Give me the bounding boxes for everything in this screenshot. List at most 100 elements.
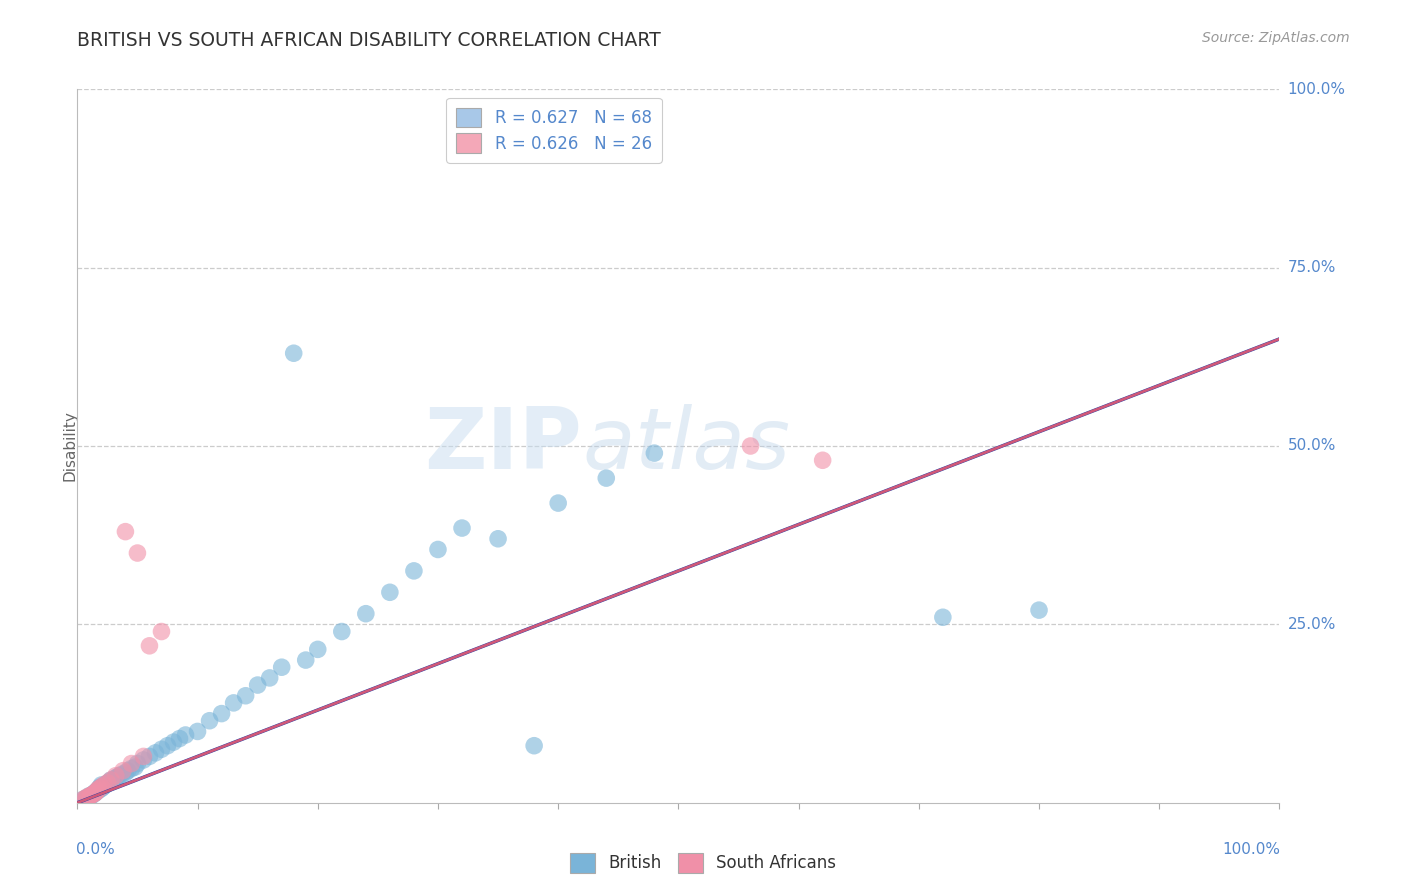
Point bbox=[80, 788, 103, 802]
Point bbox=[84, 785, 107, 799]
Point bbox=[76, 790, 98, 805]
Point bbox=[84, 786, 107, 800]
Point bbox=[87, 781, 110, 796]
Point bbox=[330, 624, 353, 639]
Point bbox=[138, 749, 160, 764]
Point bbox=[932, 610, 955, 624]
Point bbox=[150, 624, 173, 639]
Point bbox=[235, 689, 257, 703]
Point bbox=[100, 772, 122, 787]
Point bbox=[378, 585, 401, 599]
Point bbox=[86, 784, 108, 798]
Point bbox=[84, 786, 107, 800]
Point bbox=[811, 453, 834, 467]
Text: atlas: atlas bbox=[582, 404, 790, 488]
Point bbox=[150, 742, 173, 756]
Point bbox=[105, 770, 128, 784]
Point bbox=[127, 756, 149, 771]
Point bbox=[451, 521, 474, 535]
Point bbox=[87, 783, 110, 797]
Point bbox=[104, 769, 127, 783]
Legend: R = 0.627   N = 68, R = 0.626   N = 26: R = 0.627 N = 68, R = 0.626 N = 26 bbox=[446, 97, 662, 162]
Point bbox=[76, 790, 98, 805]
Point bbox=[740, 439, 762, 453]
Legend: British, South Africans: British, South Africans bbox=[562, 847, 844, 880]
Point bbox=[90, 781, 112, 796]
Point bbox=[162, 735, 184, 749]
Point bbox=[100, 772, 122, 787]
Point bbox=[127, 546, 149, 560]
Point bbox=[93, 778, 115, 792]
Point bbox=[79, 790, 101, 805]
Point bbox=[114, 524, 136, 539]
Point bbox=[94, 778, 117, 792]
Point bbox=[246, 678, 269, 692]
Text: BRITISH VS SOUTH AFRICAN DISABILITY CORRELATION CHART: BRITISH VS SOUTH AFRICAN DISABILITY CORR… bbox=[77, 31, 661, 50]
Point bbox=[1028, 603, 1050, 617]
Point bbox=[270, 660, 292, 674]
Point bbox=[108, 769, 131, 783]
Point bbox=[259, 671, 281, 685]
Point bbox=[87, 783, 110, 797]
Point bbox=[79, 789, 101, 803]
Point bbox=[174, 728, 197, 742]
Point bbox=[93, 780, 115, 794]
Point bbox=[86, 784, 108, 798]
Point bbox=[72, 792, 94, 806]
Point bbox=[104, 771, 127, 785]
Point bbox=[643, 446, 665, 460]
Point bbox=[96, 776, 118, 790]
Point bbox=[103, 772, 125, 787]
Point bbox=[486, 532, 509, 546]
Point bbox=[222, 696, 245, 710]
Text: 50.0%: 50.0% bbox=[1288, 439, 1336, 453]
Point bbox=[156, 739, 179, 753]
Point bbox=[75, 791, 97, 805]
Point bbox=[96, 776, 118, 790]
Text: 75.0%: 75.0% bbox=[1288, 260, 1336, 275]
Text: 100.0%: 100.0% bbox=[1223, 842, 1281, 857]
Point bbox=[97, 776, 120, 790]
Point bbox=[87, 783, 110, 797]
Point bbox=[186, 724, 209, 739]
Text: ZIP: ZIP bbox=[425, 404, 582, 488]
Point bbox=[547, 496, 569, 510]
Point bbox=[96, 777, 118, 791]
Point bbox=[169, 731, 191, 746]
Point bbox=[523, 739, 546, 753]
Point bbox=[111, 767, 134, 781]
Point bbox=[402, 564, 425, 578]
Point bbox=[354, 607, 377, 621]
Point bbox=[120, 762, 142, 776]
Point bbox=[294, 653, 316, 667]
Point bbox=[595, 471, 617, 485]
Point bbox=[138, 639, 160, 653]
Point bbox=[427, 542, 450, 557]
Point bbox=[145, 746, 167, 760]
Point bbox=[98, 774, 121, 789]
Y-axis label: Disability: Disability bbox=[63, 410, 77, 482]
Point bbox=[307, 642, 329, 657]
Point bbox=[120, 756, 142, 771]
Point bbox=[83, 787, 105, 801]
Point bbox=[82, 787, 104, 801]
Point bbox=[75, 791, 97, 805]
Point bbox=[90, 778, 112, 792]
Point bbox=[132, 749, 155, 764]
Point bbox=[104, 772, 127, 787]
Point bbox=[80, 789, 103, 803]
Text: Source: ZipAtlas.com: Source: ZipAtlas.com bbox=[1202, 31, 1350, 45]
Point bbox=[72, 792, 94, 806]
Point bbox=[114, 765, 136, 780]
Point bbox=[198, 714, 221, 728]
Point bbox=[90, 780, 112, 794]
Text: 0.0%: 0.0% bbox=[76, 842, 115, 857]
Point bbox=[117, 764, 139, 778]
Point bbox=[132, 753, 155, 767]
Point bbox=[91, 780, 114, 794]
Point bbox=[79, 789, 101, 804]
Point bbox=[124, 760, 146, 774]
Point bbox=[79, 789, 101, 803]
Point bbox=[211, 706, 233, 721]
Text: 100.0%: 100.0% bbox=[1288, 82, 1346, 96]
